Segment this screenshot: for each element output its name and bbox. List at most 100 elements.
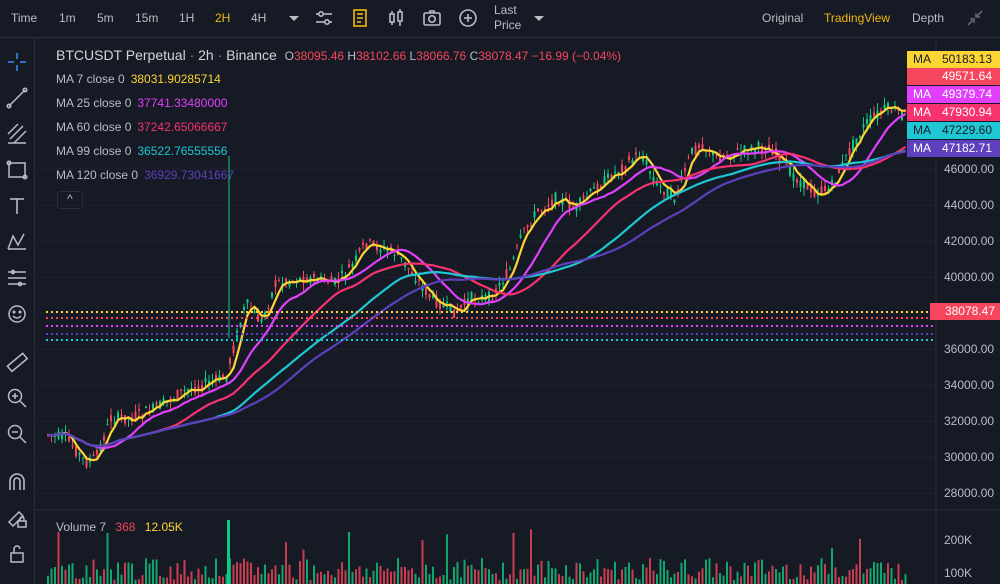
ma25-legend[interactable]: MA 25 close 0 37741.33480000 [56,96,227,110]
candle-body [78,452,81,456]
text-icon[interactable] [5,194,29,218]
ma120-price-tag: MA 47182.71 [907,140,1000,157]
fib-lines-icon[interactable] [5,122,29,146]
candle-body [435,295,438,308]
candle-body [694,145,697,155]
volume-bar [708,558,711,584]
candle-body [649,171,651,174]
legend-collapse-button[interactable]: ^ [57,191,83,209]
emoji-icon[interactable] [5,302,29,326]
price-chart[interactable] [36,38,1000,584]
interval-4h[interactable]: 4H [251,11,267,25]
pattern-icon[interactable] [5,230,29,254]
volume-bar [180,574,182,584]
volume-bar [449,579,452,584]
ma25-line [47,113,907,450]
rectangle-icon[interactable] [5,158,29,182]
volume-bar [138,579,140,584]
volume-bar [764,573,767,584]
change-value: −16.99 (−0.04%) [531,49,622,63]
ma7-legend[interactable]: MA 7 close 0 38031.90285714 [56,72,221,86]
view-depth[interactable]: Depth [912,11,945,25]
interval-2h[interactable]: 2H [215,11,231,25]
chevron-down-icon[interactable] [528,8,550,30]
camera-icon[interactable] [421,7,443,29]
candle-body [372,240,375,244]
volume-bar [747,565,749,584]
candlestick-chart[interactable] [36,38,1000,584]
volume-bar [215,558,217,584]
last-price-selector[interactable]: Last Price [494,3,521,33]
volume-bar [236,562,238,584]
volume-bar [320,571,322,584]
candle-body [596,183,599,193]
volume-bar [579,563,581,584]
volume-bar [390,571,392,584]
volume-bar [495,573,497,584]
volume-bar [222,576,224,584]
ma60-label: MA 60 close 0 [56,120,132,134]
view-original[interactable]: Original [762,11,804,25]
volume-bar [547,560,550,584]
volume-bar [540,560,543,584]
volume-bar [565,565,567,584]
volume-bar [383,570,385,584]
volume-bar [134,579,137,584]
interval-5m[interactable]: 5m [97,11,114,25]
candle-body [358,247,361,251]
volume-bar [117,562,119,584]
indicator-settings-icon[interactable] [313,7,335,29]
prediction-icon[interactable] [5,266,29,290]
candle-body [138,409,140,411]
chevron-down-icon[interactable] [283,8,305,30]
ruler-icon[interactable] [5,350,29,374]
candle-body [425,287,427,295]
candle-body [845,154,847,156]
ma120-legend[interactable]: MA 120 close 0 36929.73041667 [56,168,234,182]
ma99-legend[interactable]: MA 99 close 0 36522.76555556 [56,144,227,158]
unlock-icon[interactable] [5,542,29,566]
trend-line-icon[interactable] [5,86,29,110]
lock-draw-icon[interactable] [5,506,29,530]
ma99-price-tag: MA 47229.60 [907,122,1000,139]
candle-body [155,402,158,406]
candle-body [523,227,525,229]
ma60-legend[interactable]: MA 60 close 0 37242.65066667 [56,120,227,134]
candle-body [603,176,606,187]
volume-legend[interactable]: Volume 7 368 12.05K [56,520,183,534]
volume-bar [337,568,340,584]
price-tag-ma-label: MA [913,52,931,66]
collapse-arrows-icon[interactable] [964,7,986,29]
volume-bar [103,569,105,584]
volume-bar [127,562,130,584]
volume-bar [421,540,424,584]
volume-bar [281,564,284,584]
volume-bar [148,563,151,584]
add-circle-icon[interactable] [457,7,479,29]
zoom-out-icon[interactable] [5,422,29,446]
interval-15m[interactable]: 15m [135,11,159,25]
ledger-icon[interactable] [349,7,371,29]
symbol-legend: BTCUSDT Perpetual · 2h · Binance O38095.… [56,47,622,63]
volume-bar [523,569,525,584]
volume-bar [498,579,501,584]
time-button[interactable]: Time [11,11,38,25]
volume-bar [631,569,634,584]
price-tag-ma-label: MA [913,87,931,101]
view-tradingview[interactable]: TradingView [824,11,891,25]
candle-body [110,415,112,422]
candlestick-icon[interactable] [385,7,407,29]
interval-1h[interactable]: 1H [179,11,195,25]
zoom-in-icon[interactable] [5,386,29,410]
magnet-icon[interactable] [5,470,29,494]
interval-1m[interactable]: 1m [59,11,76,25]
axis-label: 34000.00 [944,378,995,392]
price-tag-value: 47182.71 [941,141,992,155]
candle-body [708,153,711,155]
volume-bar [775,568,777,584]
volume-bar [348,531,350,584]
candle-body [379,249,382,253]
crosshair-icon[interactable] [5,50,29,74]
candle-body [551,199,553,206]
volume-bar [558,574,560,584]
